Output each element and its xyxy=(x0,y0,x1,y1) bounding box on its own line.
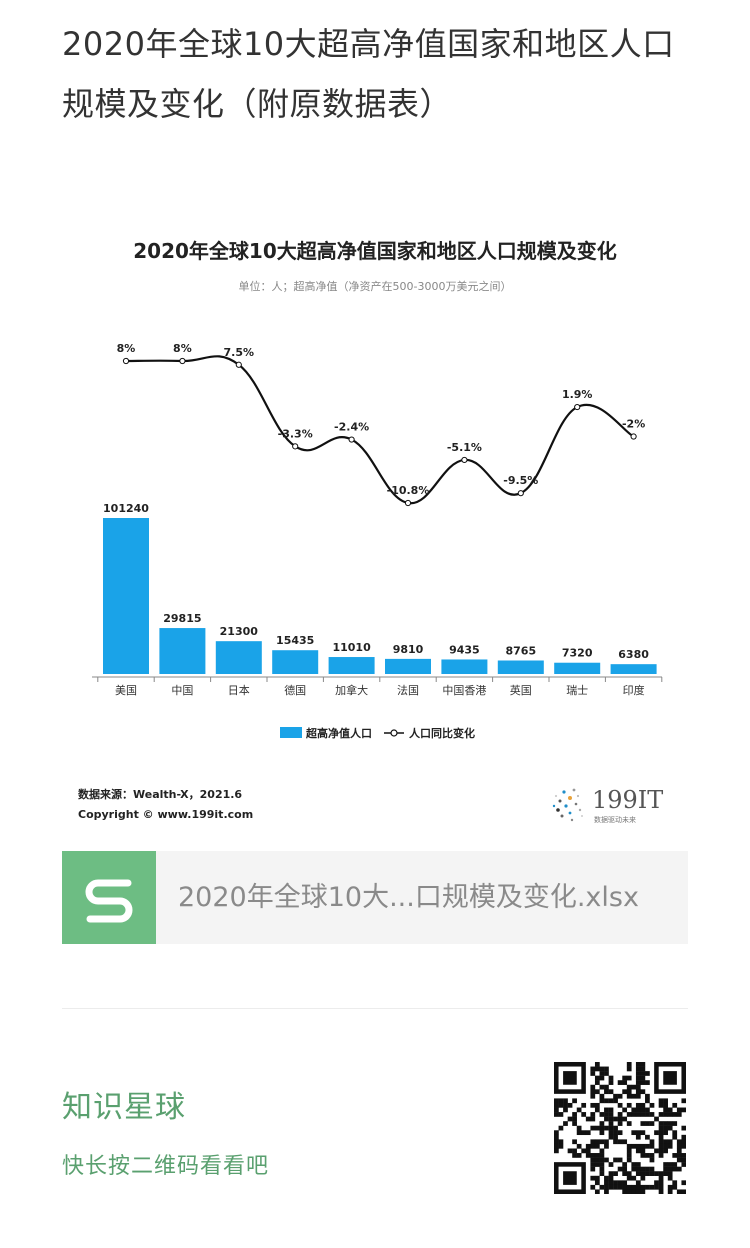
line-value-label-4: -2.4% xyxy=(334,421,369,434)
line-value-label-6: -5.1% xyxy=(447,441,482,454)
bar-value-label-9: 6380 xyxy=(618,648,649,661)
bar-value-label-5: 9810 xyxy=(393,643,424,656)
logo-tagline: 数据驱动未来 xyxy=(594,815,636,824)
line-point-1 xyxy=(179,357,186,365)
bar-value-label-2: 21300 xyxy=(220,625,259,638)
x-tick-label-4: 加拿大 xyxy=(335,683,368,697)
line-point-7 xyxy=(517,490,524,497)
bar-1 xyxy=(159,628,206,674)
bar-6 xyxy=(441,659,488,674)
line-value-label-9: -2% xyxy=(622,418,645,431)
attachment-file-card[interactable]: 2020年全球10大...口规模及变化.xlsx xyxy=(62,851,688,944)
bar-2 xyxy=(215,641,262,674)
x-tick-label-2: 日本 xyxy=(228,683,250,697)
line-value-label-2: 7.5% xyxy=(224,346,255,359)
chart-subtitle: 单位：人；超高净值（净资产在500-3000万美元之间） xyxy=(239,279,512,293)
chart-legend: 超高净值人口 人口同比变化 xyxy=(280,726,475,740)
line-value-label-3: -3.3% xyxy=(278,427,313,440)
line-point-9 xyxy=(630,433,637,440)
line-point-6 xyxy=(461,456,468,464)
attachment-file-name: 2020年全球10大...口规模及变化.xlsx xyxy=(178,882,639,913)
line-point-4 xyxy=(348,436,355,443)
legend-bar-swatch xyxy=(280,727,302,738)
bar-value-label-3: 15435 xyxy=(276,634,314,647)
bar-9 xyxy=(610,664,657,674)
x-tick-labels: 美国 中国 日本 德国 加拿大 法国 中国香港 英国 瑞士 印度 xyxy=(97,677,663,697)
bar-value-label-6: 9435 xyxy=(449,643,480,656)
knowledge-planet-subtitle: 快长按二维码看看吧 xyxy=(62,1154,270,1179)
legend-line-marker xyxy=(390,729,398,737)
x-tick-label-0: 美国 xyxy=(115,684,137,697)
line-value-label-7: -9.5% xyxy=(503,474,538,487)
section-divider xyxy=(62,1008,688,1009)
x-tick-label-3: 德国 xyxy=(284,683,306,697)
x-tick-label-9: 印度 xyxy=(623,683,645,697)
chart-svg: 2020年全球10大超高净值国家和地区人口规模及变化 单位：人；超高净值（净资产… xyxy=(78,239,663,824)
bar-8 xyxy=(554,662,601,674)
s-file-icon xyxy=(62,851,156,944)
line-value-label-8: 1.9% xyxy=(562,388,593,401)
x-tick-label-6: 中国香港 xyxy=(442,684,486,697)
bar-value-label-4: 11010 xyxy=(332,641,371,654)
x-tick-label-7: 英国 xyxy=(510,683,532,697)
line-point-0 xyxy=(122,357,130,365)
knowledge-planet-title: 知识星球 xyxy=(62,1090,186,1125)
bar-value-label-0: 101240 xyxy=(103,502,149,515)
chart-title: 2020年全球10大超高净值国家和地区人口规模及变化 xyxy=(133,239,617,263)
x-tick-label-8: 瑞士 xyxy=(566,683,588,697)
chart-source: 数据来源：Wealth-X，2021.6 xyxy=(78,787,242,801)
line-point-5 xyxy=(404,499,412,507)
chart-image: 2020年全球10大超高净值国家和地区人口规模及变化 单位：人；超高净值（净资产… xyxy=(62,216,688,836)
bar-4 xyxy=(328,657,375,674)
bar-7 xyxy=(497,660,544,674)
bar-value-label-8: 7320 xyxy=(562,647,593,660)
line-layer: 8% 8% 7.5% -3.3% -2.4% -10.8% -5.1% -9.5% 1.9% -2… xyxy=(117,342,645,507)
x-tick-label-1: 中国 xyxy=(171,684,193,697)
x-tick-label-5: 法国 xyxy=(397,683,419,697)
legend-line-label: 人口同比变化 xyxy=(409,726,475,740)
bars-layer: 101240 29815 21300 15435 11010 9810 9435 8765 73… xyxy=(103,502,657,674)
logo-199it: 199IT 数据驱动未来 xyxy=(552,786,663,824)
bar-5 xyxy=(385,658,431,674)
line-value-label-0: 8% xyxy=(117,342,136,355)
logo-text: 199IT xyxy=(592,786,663,814)
page-title: 2020年全球10大超高净值国家和地区人口规模及变化（附原数据表） xyxy=(62,25,675,123)
logo-dots-icon xyxy=(552,788,583,822)
line-value-label-5: -10.8% xyxy=(387,484,430,497)
bar-value-label-1: 29815 xyxy=(163,612,201,625)
change-line xyxy=(125,355,635,505)
legend-bar-label: 超高净值人口 xyxy=(305,726,372,740)
qr-code-icon[interactable] xyxy=(554,1062,687,1195)
bar-value-label-7: 8765 xyxy=(505,644,536,657)
line-point-3 xyxy=(292,443,299,450)
line-point-2 xyxy=(235,361,242,368)
line-point-8 xyxy=(574,403,581,411)
line-value-label-1: 8% xyxy=(173,342,192,355)
chart-copyright: Copyright © www.199it.com xyxy=(78,808,253,821)
bar-0 xyxy=(103,518,149,674)
bar-3 xyxy=(272,650,319,674)
